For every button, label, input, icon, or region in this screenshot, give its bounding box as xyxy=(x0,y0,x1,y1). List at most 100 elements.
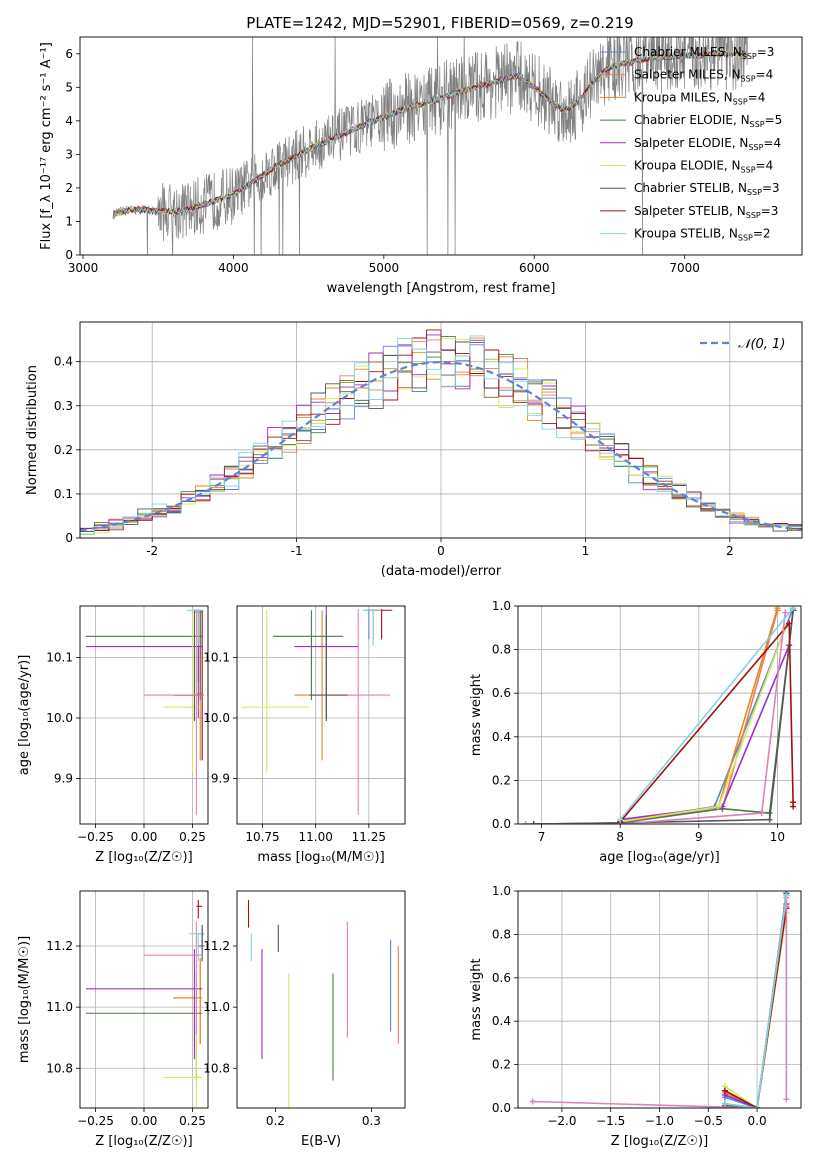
axes-frame xyxy=(236,890,406,1109)
series-marker xyxy=(715,803,722,810)
series-line xyxy=(619,621,794,823)
point-salpeter-stelib xyxy=(375,609,393,640)
y-tick-label: 2 xyxy=(65,181,73,195)
series-salpeter-stelib xyxy=(617,620,797,824)
point-kroupa-elodie xyxy=(163,610,203,773)
panel-mass_vs_Z: −0.25 0.00 0.25 10.8 11.0 11.2 Z [log₁₀(Z/Z☉)]… xyxy=(17,890,209,1149)
series-marker xyxy=(721,1100,728,1107)
histogram-kroupa-stelib xyxy=(80,335,802,535)
x-tick-label: 10 xyxy=(770,830,785,844)
y-tick-label: 10.8 xyxy=(46,1061,73,1075)
series-marker xyxy=(529,1098,536,1105)
y-tick-label: 0.6 xyxy=(492,686,511,700)
point-kroupa-elodie xyxy=(241,610,310,773)
x-tick-label: 0.00 xyxy=(131,830,158,844)
x-tick-label: 3000 xyxy=(68,261,99,275)
series-marker xyxy=(721,1087,728,1094)
series-marker xyxy=(758,810,765,817)
x-tick-label: −1.5 xyxy=(596,1114,625,1128)
point-chabrier-elodie xyxy=(273,610,344,700)
x-tick-label: 2 xyxy=(726,544,734,558)
series-marker xyxy=(617,816,624,823)
x-tick-label: 8 xyxy=(616,830,624,844)
legend-entry: Salpeter ELODIE, NSSP=4 xyxy=(634,136,781,152)
series-marker xyxy=(754,1105,761,1108)
series-line xyxy=(619,607,794,821)
panel-age_vs_Z: −0.25 0.00 0.25 9.9 10.0 10.1 Z [log₁₀(Z/Z☉)] a… xyxy=(17,605,209,865)
axes-frame xyxy=(79,890,209,1109)
series-marker xyxy=(522,821,529,824)
y-tick-label: 0.2 xyxy=(492,1058,511,1072)
point-kroupa-miles xyxy=(196,610,203,761)
x-tick-label: 4000 xyxy=(218,261,249,275)
plot-area-weight_vs_age xyxy=(522,606,797,824)
y-axis-label: Normed distribution xyxy=(25,365,40,495)
point-kroupa-miles xyxy=(173,958,203,1044)
x-tick-label: 1 xyxy=(582,544,590,558)
x-tick-label: −2.0 xyxy=(547,1114,576,1128)
y-axis-label: age [log₁₀(age/yr)] xyxy=(17,655,32,776)
x-axis-label: Z [log₁₀(Z/Z☉)] xyxy=(95,1134,192,1149)
plot-area-mass_vs_ebv xyxy=(247,900,399,1108)
chart-panels: 3000 4000 5000 6000 7000 0 1 2 3 4 5 6 wavelength [A… xyxy=(17,36,803,1149)
point-chabrier-miles xyxy=(196,610,203,682)
x-tick-label: 9 xyxy=(695,830,703,844)
y-axis-label: mass weight xyxy=(469,674,484,756)
y-tick-label: 0.6 xyxy=(492,971,511,985)
axes-frame xyxy=(79,321,803,539)
axes-frame xyxy=(517,890,802,1109)
series-marker xyxy=(790,803,797,810)
series-line xyxy=(724,895,788,1108)
point-kroupa-stelib xyxy=(362,609,382,646)
series-marker xyxy=(766,816,773,823)
y-tick-label: 10.1 xyxy=(46,650,73,664)
y-tick-label: 4 xyxy=(65,114,73,128)
point-pink xyxy=(144,609,205,815)
series-line xyxy=(724,908,788,1108)
y-tick-label: 0.0 xyxy=(492,1101,511,1115)
plot-area-age_vs_mass xyxy=(241,606,393,815)
x-tick-label: 10.75 xyxy=(245,830,279,844)
axes-frame xyxy=(79,605,209,825)
y-tick-label: 0.8 xyxy=(492,927,511,941)
y-tick-label: 0.2 xyxy=(54,443,73,457)
x-tick-label: 0.2 xyxy=(266,1114,285,1128)
series-line xyxy=(525,612,787,824)
legend: 𝒩(0, 1) xyxy=(700,337,785,352)
series-marker xyxy=(783,892,790,899)
series-chabrier-stelib xyxy=(721,891,790,1108)
series-kroupa-stelib xyxy=(721,892,790,1108)
x-tick-label: 0.3 xyxy=(362,1114,381,1128)
axes-frame xyxy=(79,36,803,256)
point-chabrier-miles xyxy=(364,609,374,640)
x-tick-label: 0.25 xyxy=(179,830,206,844)
y-tick-label: 1.0 xyxy=(492,599,511,613)
y-tick-label: 0.8 xyxy=(492,643,511,657)
y-tick-label: 6 xyxy=(65,47,73,61)
y-tick-label: 11.0 xyxy=(46,1000,73,1014)
legend-entry: Kroupa ELODIE, NSSP=4 xyxy=(634,159,773,175)
x-axis-label: wavelength [Angstrom, rest frame] xyxy=(327,281,556,296)
x-axis-label: Z [log₁₀(Z/Z☉)] xyxy=(95,850,192,865)
y-tick-label: 11.2 xyxy=(46,939,73,953)
y-axis-label: mass [log₁₀(M/M☉)] xyxy=(17,936,32,1063)
y-tick-label: 0.3 xyxy=(54,399,73,413)
y-tick-label: 11.2 xyxy=(203,939,230,953)
series-line xyxy=(533,610,794,824)
plot-area-age_vs_Z xyxy=(85,609,205,815)
plot-area-weight_vs_Z xyxy=(529,891,790,1108)
y-tick-label: 0.4 xyxy=(54,355,73,369)
histogram-salpeter-stelib xyxy=(80,329,802,531)
panel-weight_vs_Z: −2.0 −1.5 −1.0 −0.5 0.0 0.0 0.2 0.4 0.6 0.8 1.0 Z [… xyxy=(469,884,802,1149)
figure-title: PLATE=1242, MJD=52901, FIBERID=0569, z=0… xyxy=(246,14,633,32)
y-tick-label: 0.1 xyxy=(54,487,73,501)
series-marker xyxy=(786,620,793,627)
plot-area-mass_vs_Z xyxy=(85,900,205,1108)
x-tick-label: 0.25 xyxy=(179,1114,206,1128)
series-chabrier-elodie xyxy=(530,607,797,824)
y-tick-label: 9.9 xyxy=(211,772,230,786)
legend-entry: Salpeter MILES, NSSP=4 xyxy=(634,68,773,84)
series-kroupa-stelib xyxy=(617,606,797,823)
series-line xyxy=(724,893,788,1108)
